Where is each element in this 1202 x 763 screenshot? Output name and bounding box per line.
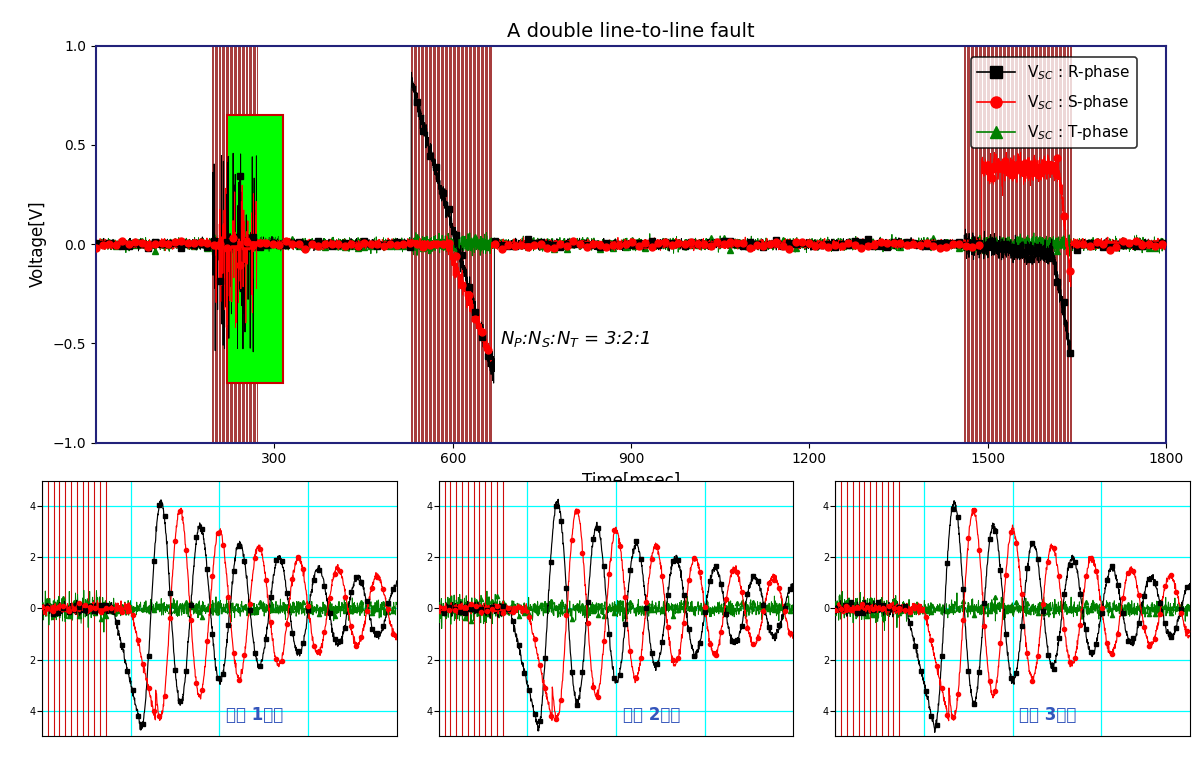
Legend: V$_{SC}$ : R-phase, V$_{SC}$ : S-phase, V$_{SC}$ : T-phase: V$_{SC}$ : R-phase, V$_{SC}$ : S-phase, …	[971, 57, 1137, 148]
Text: N$_P$:N$_S$:N$_T$ = 3:2:1: N$_P$:N$_S$:N$_T$ = 3:2:1	[500, 330, 650, 349]
Text: 회복 3주기: 회복 3주기	[1019, 706, 1077, 723]
Bar	[227, 115, 284, 383]
Y-axis label: Voltage[V]: Voltage[V]	[29, 201, 47, 288]
Text: 회복 2주기: 회복 2주기	[623, 706, 680, 723]
Text: 회복 1주기: 회복 1주기	[226, 706, 284, 723]
Title: A double line-to-line fault: A double line-to-line fault	[507, 22, 755, 41]
X-axis label: Time[msec]: Time[msec]	[582, 472, 680, 490]
